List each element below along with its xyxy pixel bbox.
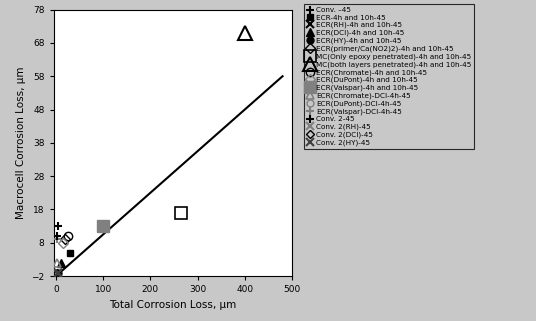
X-axis label: Total Corrosion Loss, μm: Total Corrosion Loss, μm — [109, 299, 236, 310]
Legend: Conv. –45, ECR-4h and 10h-45, ECR(RH)-4h and 10h-45, ECR(DCI)-4h and 10h-45, ECR: Conv. –45, ECR-4h and 10h-45, ECR(RH)-4h… — [303, 4, 474, 149]
Y-axis label: Macrocell Corrosion Loss, μm: Macrocell Corrosion Loss, μm — [16, 66, 26, 219]
